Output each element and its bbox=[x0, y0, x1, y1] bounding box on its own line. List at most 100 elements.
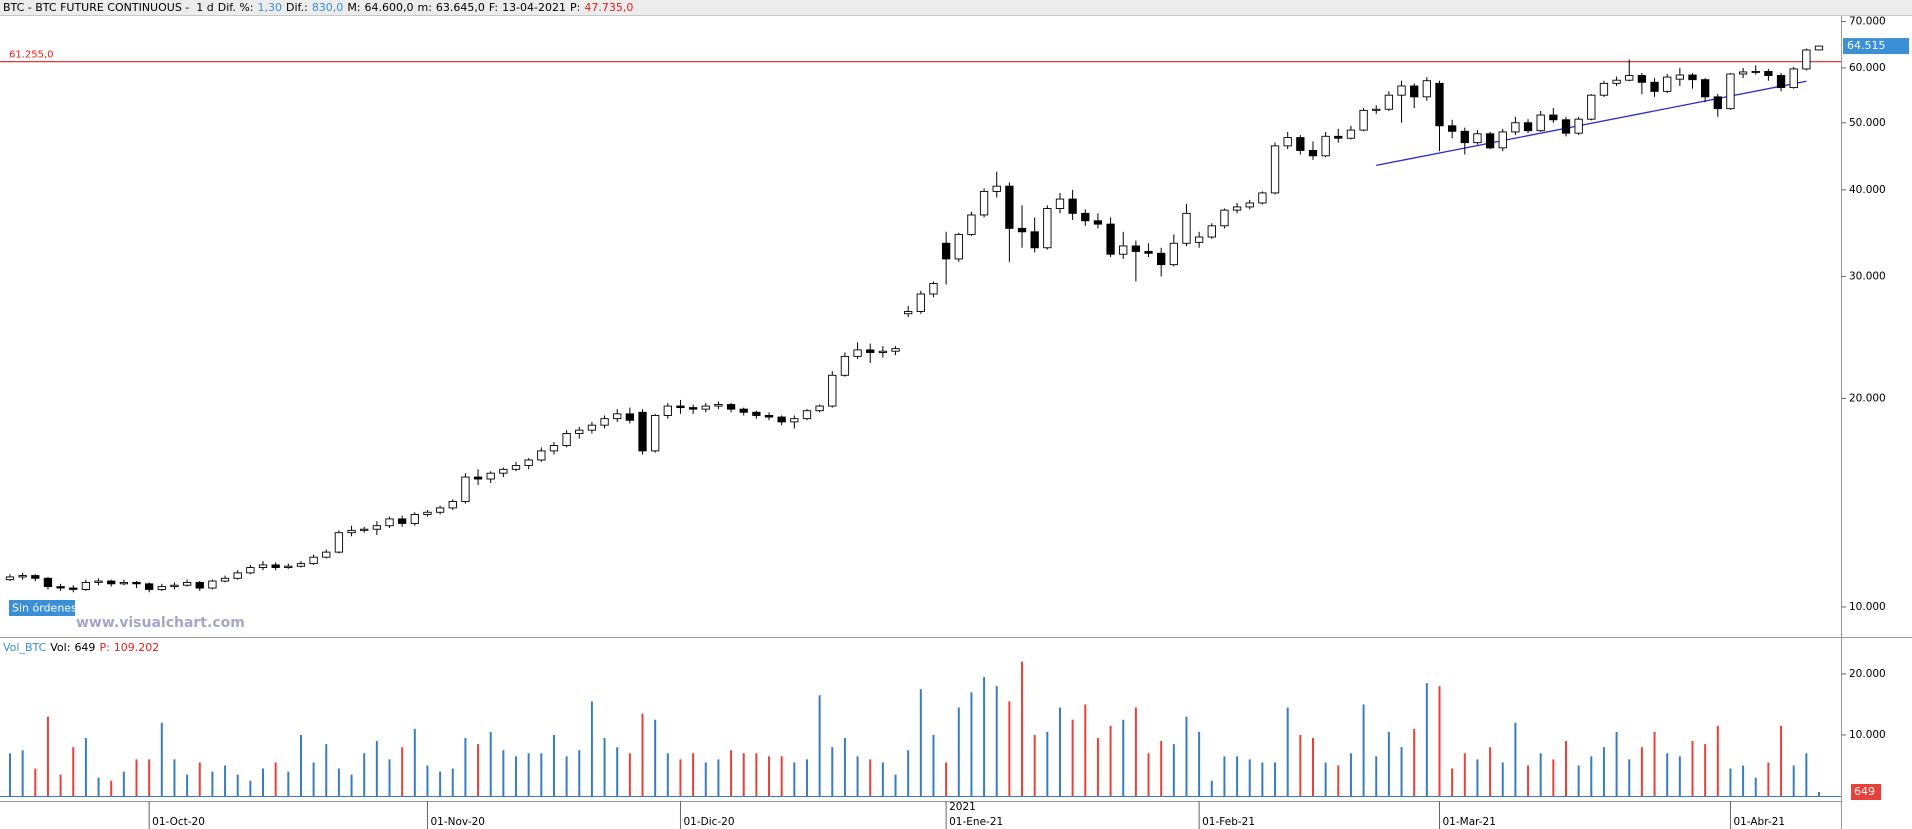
candle-body bbox=[1587, 94, 1596, 120]
candle-body bbox=[309, 556, 318, 565]
volume-bar bbox=[1021, 661, 1024, 796]
candle-body bbox=[5, 576, 15, 581]
candle-body bbox=[1017, 227, 1027, 233]
candle-body bbox=[828, 374, 837, 407]
candle-body bbox=[625, 413, 635, 421]
candle-body bbox=[461, 476, 470, 502]
candle-body bbox=[1410, 85, 1419, 98]
volume-bar bbox=[1818, 792, 1820, 796]
volume-bar bbox=[1033, 734, 1036, 796]
candle-body bbox=[372, 525, 382, 530]
volume-bar bbox=[1185, 716, 1188, 796]
volume-bar bbox=[236, 774, 239, 796]
volume-bar bbox=[1147, 753, 1150, 796]
volume-bar bbox=[970, 692, 973, 796]
stat-label: F: bbox=[488, 1, 499, 14]
volume-bar bbox=[717, 759, 720, 796]
candle-body bbox=[1599, 82, 1609, 96]
candle-body bbox=[1422, 80, 1431, 98]
candle-body bbox=[979, 190, 989, 216]
candle-body bbox=[1005, 185, 1014, 229]
volume-bar bbox=[1109, 725, 1112, 796]
candle-body bbox=[1688, 74, 1697, 81]
x-tick-label: 01-Mar-21 bbox=[1442, 816, 1495, 828]
volume-bar bbox=[135, 759, 138, 796]
candle-body bbox=[448, 501, 457, 509]
candle-body bbox=[1270, 145, 1280, 194]
candle-body bbox=[170, 584, 179, 588]
stat-label: Vol: bbox=[50, 641, 71, 654]
y-tick-label: 60.000 bbox=[1849, 62, 1886, 74]
volume-bar bbox=[1501, 762, 1504, 796]
candle-body bbox=[435, 507, 445, 513]
candle-body bbox=[1485, 133, 1495, 149]
y-tick-label: 20.000 bbox=[1849, 668, 1886, 680]
candle-body bbox=[410, 514, 419, 524]
volume-bar bbox=[1413, 728, 1416, 796]
volume-bar bbox=[72, 747, 75, 796]
candle-body bbox=[1460, 130, 1469, 144]
volume-bar bbox=[363, 753, 366, 796]
status-box bbox=[9, 600, 75, 616]
candle-body bbox=[1296, 137, 1305, 151]
volume-bar bbox=[413, 728, 416, 796]
candle-body bbox=[1372, 108, 1381, 111]
volume-bar bbox=[426, 765, 429, 796]
candle-body bbox=[1308, 150, 1318, 157]
last-volume-label: 649 bbox=[1854, 785, 1875, 798]
candle-body bbox=[853, 349, 862, 357]
candle-body bbox=[878, 350, 888, 353]
candle-body bbox=[360, 528, 369, 531]
stat-label: m: bbox=[417, 1, 432, 14]
candle-body bbox=[1106, 223, 1115, 255]
volume-bar bbox=[9, 753, 11, 796]
candle-body bbox=[1637, 75, 1647, 83]
candle-body bbox=[941, 242, 951, 260]
volume-bar bbox=[1451, 768, 1454, 796]
candle-body bbox=[688, 407, 698, 410]
volume-bar bbox=[97, 777, 100, 796]
volume-bar bbox=[350, 774, 353, 796]
volume-bar bbox=[477, 744, 480, 796]
volume-bar bbox=[1539, 753, 1542, 796]
volume-bar bbox=[274, 762, 277, 796]
volume-bar bbox=[919, 689, 922, 796]
candle-body bbox=[486, 472, 495, 480]
candle-body bbox=[929, 283, 938, 295]
candle-body bbox=[549, 445, 559, 452]
volume-bar bbox=[1463, 753, 1466, 796]
candle-body bbox=[537, 450, 546, 461]
volume-bar bbox=[1527, 765, 1530, 796]
candle-body bbox=[1030, 231, 1039, 249]
candle-body bbox=[1194, 236, 1204, 243]
volume-bar bbox=[907, 750, 910, 796]
candle-body bbox=[587, 424, 597, 431]
candle-body bbox=[18, 575, 27, 578]
candle-body bbox=[220, 577, 230, 582]
volume-bar bbox=[1223, 756, 1226, 796]
volume-bar bbox=[173, 759, 176, 796]
volume-bar bbox=[1046, 731, 1049, 796]
candle-body bbox=[777, 416, 786, 423]
candle-body bbox=[866, 349, 875, 353]
volume-bar bbox=[995, 686, 998, 796]
trendline bbox=[1376, 80, 1807, 166]
candle-body bbox=[1663, 76, 1672, 92]
volume-bar bbox=[704, 762, 707, 796]
volume-bar bbox=[1691, 741, 1694, 796]
volume-bar bbox=[1122, 719, 1125, 796]
candle-body bbox=[726, 404, 736, 410]
candle-body bbox=[1169, 242, 1178, 266]
candle-body bbox=[296, 563, 306, 567]
candle-body bbox=[1713, 96, 1722, 110]
volume-bar bbox=[730, 750, 733, 796]
volume-bar bbox=[451, 768, 454, 796]
volume-bar bbox=[1261, 762, 1264, 796]
volume-bar bbox=[1286, 707, 1289, 796]
candle-body bbox=[157, 586, 166, 590]
volume-bar bbox=[388, 759, 391, 796]
candle-body bbox=[182, 581, 192, 586]
volume-bar bbox=[1489, 747, 1492, 796]
y-tick-label: 20.000 bbox=[1849, 392, 1886, 404]
volume-bar bbox=[1792, 765, 1795, 796]
